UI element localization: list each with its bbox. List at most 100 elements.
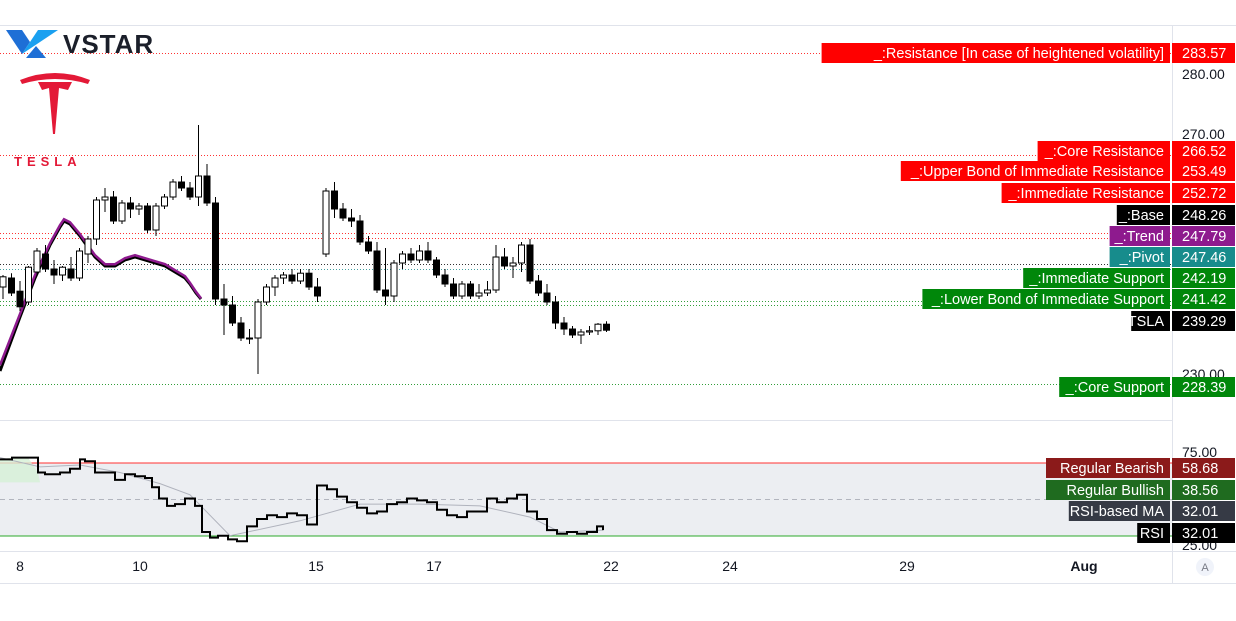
rsi-tag-name: Regular Bullish <box>1066 483 1164 499</box>
level-tag-value-bg <box>1172 268 1235 288</box>
level-tag-value-bg <box>1172 43 1235 63</box>
level-tag-name: TSLA <box>1128 314 1165 330</box>
candle-body <box>586 330 593 333</box>
candle-body <box>305 272 313 288</box>
candle-body <box>93 199 100 240</box>
candle-body <box>25 266 32 303</box>
candle-body <box>152 205 160 231</box>
rsi-tag-name: RSI-based MA <box>1070 504 1165 520</box>
level-tag-name: _:Upper Bond of Immediate Resistance <box>910 164 1164 180</box>
rsi-tag-value-bg <box>1172 458 1235 478</box>
rsi-tag-name: RSI <box>1140 526 1164 542</box>
candle-body <box>433 259 440 276</box>
level-tag-pivot: _:Pivot 247.46 <box>1109 247 1235 267</box>
candle-body <box>288 274 296 282</box>
level-tag-value: 247.79 <box>1182 229 1226 245</box>
level-tag-name-bg <box>1116 205 1170 225</box>
candle-body <box>297 272 304 282</box>
candle-body <box>271 277 279 288</box>
rsi-tag-value: 38.56 <box>1182 483 1218 499</box>
level-lines <box>0 53 1172 385</box>
candle-body <box>467 283 474 297</box>
candle-body <box>390 262 398 297</box>
level-tag-value: 253.49 <box>1182 164 1226 180</box>
candle-body <box>322 190 330 255</box>
candle-body <box>135 205 143 210</box>
candle-body <box>101 196 109 201</box>
candle-body <box>314 286 321 297</box>
candle-body <box>509 262 517 267</box>
level-tag-name-bg <box>1131 311 1170 331</box>
level-tag-resistance: _:Upper Bond of Immediate Resistance 253.… <box>900 161 1235 181</box>
candle-body <box>229 304 236 324</box>
candle-body <box>8 277 15 294</box>
time-tick-label: 8 <box>16 558 24 574</box>
candle-body <box>280 274 287 279</box>
candle-body <box>407 253 415 261</box>
tesla-logo: TESLA <box>14 73 90 169</box>
candle-body <box>424 250 432 261</box>
level-tag-name: _:Trend <box>1114 229 1164 245</box>
candle-body <box>441 274 449 285</box>
candle-body <box>212 202 219 300</box>
candle-body <box>67 268 75 279</box>
level-tag-value: 252.72 <box>1182 186 1226 202</box>
rsi-tag-ma: RSI-based MA 32.01 <box>1068 501 1235 521</box>
candle-body <box>577 331 585 336</box>
time-tick-label: 17 <box>426 558 442 574</box>
candle-body <box>450 283 457 297</box>
level-tag-price: TSLA 239.29 <box>1128 311 1235 331</box>
rsi-tag-name: Regular Bearish <box>1060 461 1164 477</box>
candle-body <box>110 196 117 222</box>
auto-scale-bg <box>1196 558 1214 576</box>
level-tag-name: _:Core Support <box>1065 380 1164 396</box>
time-axis[interactable]: 8 10 15 17 22 24 29 Aug <box>16 558 1098 574</box>
level-tag-name: _:Resistance [In case of heightened vola… <box>873 46 1164 62</box>
price-tick-label: 270.00 <box>1182 126 1225 142</box>
candle-body <box>475 292 483 297</box>
rsi-tag-name-bg <box>1046 480 1170 500</box>
candle-body <box>127 202 134 210</box>
level-tag-value-bg <box>1172 289 1235 309</box>
candle-body <box>203 175 211 204</box>
candle-body <box>560 322 568 330</box>
candle-body <box>84 238 92 255</box>
candle-body <box>331 190 338 210</box>
level-tag-value: 283.57 <box>1182 46 1226 62</box>
level-tag-value: 242.19 <box>1182 271 1226 287</box>
moving-averages <box>0 217 203 372</box>
time-tick-label: 10 <box>132 558 148 574</box>
level-tag-name-bg <box>900 161 1170 181</box>
rsi-tag-name-bg <box>1068 501 1170 521</box>
candle-body <box>484 289 491 294</box>
candle-body <box>543 292 551 303</box>
rsi-tag-value-bg <box>1172 480 1235 500</box>
tesla-logo-arc <box>20 73 90 84</box>
candle-body <box>263 286 270 303</box>
level-tag-name-bg <box>1037 141 1170 161</box>
level-tag-name-bg <box>1109 226 1170 246</box>
rsi-tag-value: 32.01 <box>1182 504 1218 520</box>
level-tag-support: _:Core Support 228.39 <box>1059 377 1235 397</box>
candle-body <box>535 280 542 294</box>
level-tag-name-bg <box>1059 377 1170 397</box>
candle-body <box>552 301 559 324</box>
candle-body <box>492 256 500 291</box>
vstar-wordmark: VSTAR <box>63 29 154 59</box>
time-tick-label: 22 <box>603 558 619 574</box>
level-tag-value-bg <box>1172 247 1235 267</box>
level-tag-name-bg <box>821 43 1170 63</box>
level-tag-value-bg <box>1172 141 1235 161</box>
level-tag-name-bg <box>922 289 1170 309</box>
level-tag-value: 248.26 <box>1182 208 1226 224</box>
vstar-mark-left <box>6 30 30 54</box>
candle-body <box>169 181 177 198</box>
level-tag-value-bg <box>1172 311 1235 331</box>
candle-body <box>237 322 245 339</box>
rsi-line <box>0 456 604 543</box>
level-tag-value-bg <box>1172 161 1235 181</box>
auto-scale-button[interactable]: A <box>1196 558 1214 576</box>
auto-scale-label[interactable]: A <box>1201 562 1209 574</box>
